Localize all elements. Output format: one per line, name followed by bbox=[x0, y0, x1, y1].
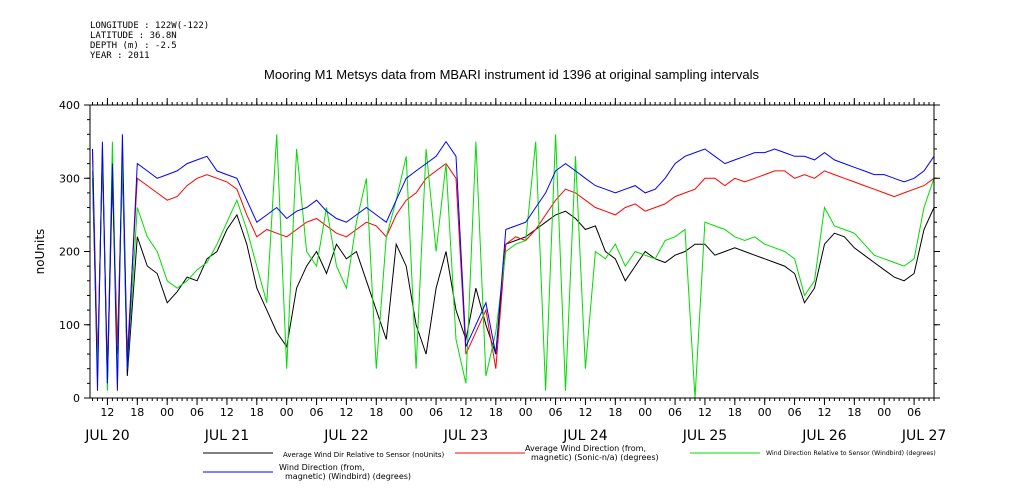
meta-latitude: LATITUDE : 36.8N bbox=[90, 31, 177, 41]
x-hour-label: 06 bbox=[429, 406, 443, 419]
y-tick-label: 200 bbox=[59, 246, 80, 259]
chart-title: Mooring M1 Metsys data from MBARI instru… bbox=[264, 67, 759, 82]
metadata-block: LONGITUDE : 122W(-122) LATITUDE : 36.8N … bbox=[90, 21, 209, 61]
x-hour-label: 00 bbox=[758, 406, 772, 419]
x-hour-label: 18 bbox=[728, 406, 742, 419]
y-tick-label: 400 bbox=[59, 99, 80, 112]
x-hour-label: 18 bbox=[130, 406, 144, 419]
x-day-label: JUL 21 bbox=[204, 428, 249, 444]
x-day-label: JUL 20 bbox=[84, 428, 129, 444]
legend-item-1-label-2: magnetic) (Sonic-n/a) (degrees) bbox=[531, 453, 659, 462]
x-hour-label: 06 bbox=[788, 406, 802, 419]
x-day-label: JUL 22 bbox=[323, 428, 368, 444]
y-tick-label: 300 bbox=[59, 172, 80, 185]
series-line-2 bbox=[92, 134, 935, 399]
x-hour-label: 00 bbox=[160, 406, 174, 419]
legend-item-2-label: Wind Direction Relative to Sensor (Windb… bbox=[766, 450, 936, 457]
x-day-label: JUL 25 bbox=[682, 428, 727, 444]
x-hour-label: 12 bbox=[100, 406, 114, 419]
series-line-0 bbox=[92, 156, 935, 384]
meta-depth: DEPTH (m) : -2.5 bbox=[90, 41, 177, 51]
y-axis-label: noUnits bbox=[33, 229, 47, 275]
x-hour-label: 00 bbox=[519, 406, 533, 419]
meta-year: YEAR : 2011 bbox=[90, 51, 150, 61]
x-day-label: JUL 26 bbox=[801, 428, 847, 444]
x-hour-label: 12 bbox=[339, 406, 353, 419]
x-hour-label: 06 bbox=[310, 406, 324, 419]
x-hour-label: 12 bbox=[817, 406, 831, 419]
legend-item-0-label: Average Wind Dir Relative to Sensor (noU… bbox=[283, 451, 444, 459]
legend-item-3-label-1: Wind Direction (from, bbox=[279, 463, 365, 472]
x-hour-label: 12 bbox=[459, 406, 473, 419]
x-hour-label: 06 bbox=[907, 406, 921, 419]
x-day-label: JUL 27 bbox=[901, 428, 946, 444]
x-day-label: JUL 23 bbox=[443, 428, 488, 444]
legend-item-1-label-1: Average Wind Direction (from, bbox=[525, 444, 646, 453]
x-hour-label: 18 bbox=[250, 406, 264, 419]
y-tick-label: 0 bbox=[73, 392, 80, 405]
x-hour-label: 18 bbox=[369, 406, 383, 419]
x-hour-label: 18 bbox=[489, 406, 503, 419]
x-hour-label: 06 bbox=[668, 406, 682, 419]
x-hour-label: 06 bbox=[549, 406, 563, 419]
x-day-label: JUL 24 bbox=[562, 428, 608, 444]
x-hour-label: 00 bbox=[877, 406, 891, 419]
x-hour-label: 00 bbox=[280, 406, 294, 419]
x-hour-label: 00 bbox=[638, 406, 652, 419]
meta-longitude: LONGITUDE : 122W(-122) bbox=[90, 21, 210, 31]
series-line-3 bbox=[92, 134, 935, 391]
x-hour-label: 18 bbox=[608, 406, 622, 419]
x-hour-label: 12 bbox=[578, 406, 592, 419]
legend-item-3-label-2: magnetic) (Windbird) (degrees) bbox=[285, 472, 411, 481]
x-hour-label: 12 bbox=[220, 406, 234, 419]
series-line-1 bbox=[92, 148, 935, 369]
x-hour-label: 00 bbox=[399, 406, 413, 419]
y-tick-label: 100 bbox=[59, 319, 80, 332]
x-hour-label: 18 bbox=[847, 406, 861, 419]
x-hour-label: 12 bbox=[698, 406, 712, 419]
x-hour-label: 06 bbox=[190, 406, 204, 419]
